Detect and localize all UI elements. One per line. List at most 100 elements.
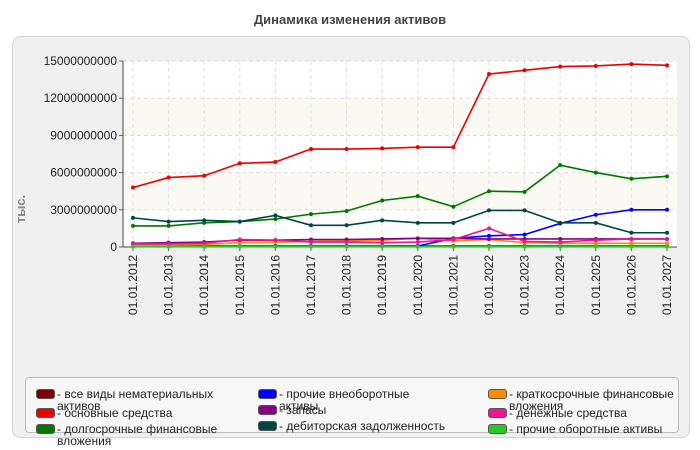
- legend-label: - дебиторская задолженность: [279, 419, 446, 433]
- x-tick-label: 01.01.2020: [411, 255, 425, 315]
- data-point: [344, 223, 349, 228]
- chart-panel: 0 3000000000 6000000000 9000000000 120000000…: [12, 36, 690, 447]
- data-point: [273, 238, 278, 243]
- legend-swatch: [258, 405, 277, 415]
- data-point: [273, 160, 278, 165]
- x-tick-label: 01.01.2016: [268, 255, 282, 315]
- x-tick-label: 01.01.2027: [660, 255, 674, 315]
- data-point: [415, 240, 420, 245]
- data-point: [202, 241, 207, 246]
- data-point: [131, 244, 135, 249]
- series-line: [133, 164, 668, 227]
- x-tick-label: 01.01.2015: [233, 255, 247, 315]
- data-point: [451, 237, 456, 242]
- x-tick-label: 01.01.2025: [589, 255, 603, 315]
- legend-swatch: [488, 424, 507, 434]
- data-point: [202, 244, 207, 249]
- data-point: [487, 226, 491, 231]
- legend-label: - долгосрочные финансовые вложения: [57, 422, 218, 448]
- plot-svg: 0 3000000000 6000000000 9000000000 120000000…: [13, 54, 677, 315]
- data-point: [202, 173, 207, 178]
- data-point: [629, 241, 634, 246]
- data-point: [166, 223, 171, 228]
- y-tick-label: 6000000000: [50, 166, 117, 180]
- data-point: [237, 219, 242, 224]
- data-point: [487, 208, 491, 213]
- data-point: [380, 244, 385, 249]
- legend-label: - все виды нематериальных активов: [57, 387, 214, 413]
- data-point: [629, 244, 634, 249]
- data-point: [558, 236, 563, 241]
- data-point: [665, 174, 669, 179]
- data-point: [344, 244, 349, 249]
- x-tick-label: 01.01.2022: [482, 255, 496, 315]
- y-tick-label: 3000000000: [50, 203, 117, 217]
- data-point: [380, 218, 385, 223]
- data-point: [665, 241, 669, 246]
- data-point: [380, 146, 385, 151]
- data-point: [415, 145, 420, 150]
- data-point: [273, 244, 278, 249]
- chart-title: Динамика изменения активов: [253, 12, 447, 27]
- legend-swatch: [488, 408, 507, 418]
- legend-label: - прочие внеоборотные активы: [279, 387, 410, 413]
- x-tick-label: 01.01.2019: [375, 255, 389, 315]
- legend-swatch: [488, 389, 507, 399]
- data-point: [131, 215, 135, 220]
- data-point: [451, 204, 456, 209]
- data-point: [451, 145, 456, 150]
- data-point: [309, 212, 313, 217]
- data-point: [593, 170, 598, 175]
- legend: - все виды нематериальных активов - проч…: [25, 377, 679, 447]
- x-tick-label: 01.01.2017: [304, 255, 318, 315]
- data-point: [629, 230, 634, 235]
- y-tick-label: 0: [110, 240, 117, 254]
- plot-area: 0 3000000000 6000000000 9000000000 120000000…: [44, 54, 677, 315]
- x-tick-label: 01.01.2023: [518, 255, 532, 315]
- data-point: [629, 207, 634, 212]
- y-tick-label: 12000000000: [44, 91, 118, 105]
- data-point: [665, 244, 669, 249]
- plot-background: [123, 61, 677, 247]
- data-point: [131, 185, 135, 190]
- data-point: [237, 161, 242, 166]
- legend-label: - прочие оборотные активы: [509, 422, 663, 436]
- data-point: [665, 207, 669, 212]
- data-point: [593, 63, 598, 68]
- y-tick-label: 15000000000: [44, 54, 118, 68]
- data-point: [558, 220, 563, 225]
- x-tick-label: 01.01.2024: [553, 255, 567, 315]
- data-point: [166, 244, 171, 249]
- y-axis-label: тыс.: [13, 195, 28, 223]
- data-point: [309, 244, 313, 249]
- x-tick-label: 01.01.2013: [162, 255, 176, 315]
- data-point: [309, 240, 313, 245]
- data-point: [415, 236, 420, 241]
- data-point: [202, 218, 207, 223]
- data-point: [131, 223, 135, 228]
- data-point: [273, 217, 278, 222]
- data-point: [309, 223, 313, 228]
- data-point: [237, 237, 242, 242]
- series-line: [133, 227, 667, 245]
- legend-label: - краткосрочные финансовые вложения: [509, 387, 674, 413]
- data-point: [237, 244, 242, 249]
- x-tick-label: 01.01.2021: [446, 255, 460, 315]
- data-point: [344, 209, 349, 214]
- data-point: [558, 163, 563, 168]
- data-point: [629, 236, 634, 241]
- grid-band: [123, 98, 677, 136]
- x-tick-label: 01.01.2018: [340, 255, 354, 315]
- data-point: [629, 62, 634, 67]
- series-line: [132, 63, 668, 189]
- data-point: [665, 236, 669, 241]
- x-tick-label: 01.01.2014: [197, 255, 211, 315]
- data-point: [487, 244, 491, 249]
- data-point: [558, 64, 563, 69]
- data-point: [558, 244, 563, 249]
- data-point: [558, 240, 563, 245]
- y-tick-label: 9000000000: [50, 128, 117, 142]
- x-tick-label: 01.01.2026: [624, 255, 638, 315]
- data-point: [593, 241, 598, 246]
- legend-swatch: [36, 408, 55, 418]
